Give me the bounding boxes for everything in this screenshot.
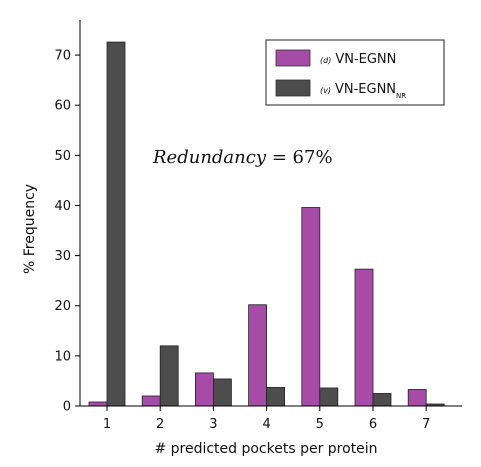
bar-layer — [88, 41, 445, 407]
x-tick-label-3: 3 — [209, 417, 217, 432]
y-tick-label-10: 10 — [54, 349, 71, 364]
y-tick-label-60: 60 — [54, 99, 71, 114]
bar-vn-egnn-nr-1 — [106, 41, 126, 407]
bar-vn-egnn-nr-2 — [159, 345, 179, 407]
y-tick-label-50: 50 — [54, 149, 71, 164]
y-tick-label-20: 20 — [54, 299, 71, 314]
annotation-label: Redundancy — [152, 147, 267, 168]
y-tick-label-0: 0 — [63, 400, 71, 415]
legend-label-vn-egnn-nr: VN-EGNN — [335, 82, 396, 97]
annotation-value: 67% — [293, 147, 333, 168]
bar-vn-egnn-nr-4 — [266, 387, 286, 407]
bar-vn-egnn-3 — [194, 372, 214, 407]
bar-vn-egnn-nr-5 — [319, 387, 339, 407]
bar-vn-egnn-nr-6 — [372, 393, 392, 407]
bar-vn-egnn-1 — [88, 401, 108, 407]
annotation-relation: = — [266, 147, 293, 168]
legend-entry-vn-egnn-nr: (v) VN-EGNNNR — [320, 82, 406, 100]
legend-tag-d: (d) — [320, 56, 331, 65]
legend-swatch-vn-egnn-nr — [275, 79, 311, 97]
y-tick-label-70: 70 — [54, 49, 71, 64]
y-tick-label-40: 40 — [54, 199, 71, 214]
bar-vn-egnn-7 — [407, 389, 427, 407]
legend-tag-v: (v) — [320, 86, 331, 95]
x-axis-title: # predicted pockets per protein — [154, 441, 377, 457]
bar-vn-egnn-2 — [141, 395, 161, 407]
bar-vn-egnn-5 — [301, 207, 321, 407]
bar-vn-egnn-nr-3 — [212, 378, 232, 407]
legend-entry-vn-egnn: (d) VN-EGNN — [320, 52, 396, 67]
legend-label-vn-egnn: VN-EGNN — [335, 52, 396, 67]
legend-swatch-vn-egnn — [275, 49, 311, 67]
y-tick-label-30: 30 — [54, 249, 71, 264]
x-tick-label-6: 6 — [369, 417, 377, 432]
x-tick-label-5: 5 — [316, 417, 324, 432]
bar-vn-egnn-4 — [248, 304, 268, 407]
bar-vn-egnn-6 — [354, 268, 374, 407]
y-axis-title: % Frequency — [22, 184, 38, 274]
redundancy-annotation: Redundancy = 67% — [152, 147, 333, 168]
x-tick-label-4: 4 — [262, 417, 270, 432]
axes: 0 10 20 30 40 50 60 70 1 2 3 4 5 6 7 — [54, 20, 462, 432]
x-tick-label-7: 7 — [422, 417, 430, 432]
legend: (d) VN-EGNN (v) VN-EGNNNR — [265, 39, 445, 106]
x-tick-label-1: 1 — [103, 417, 111, 432]
legend-subscript-nr: NR — [396, 92, 406, 100]
x-tick-label-2: 2 — [156, 417, 164, 432]
